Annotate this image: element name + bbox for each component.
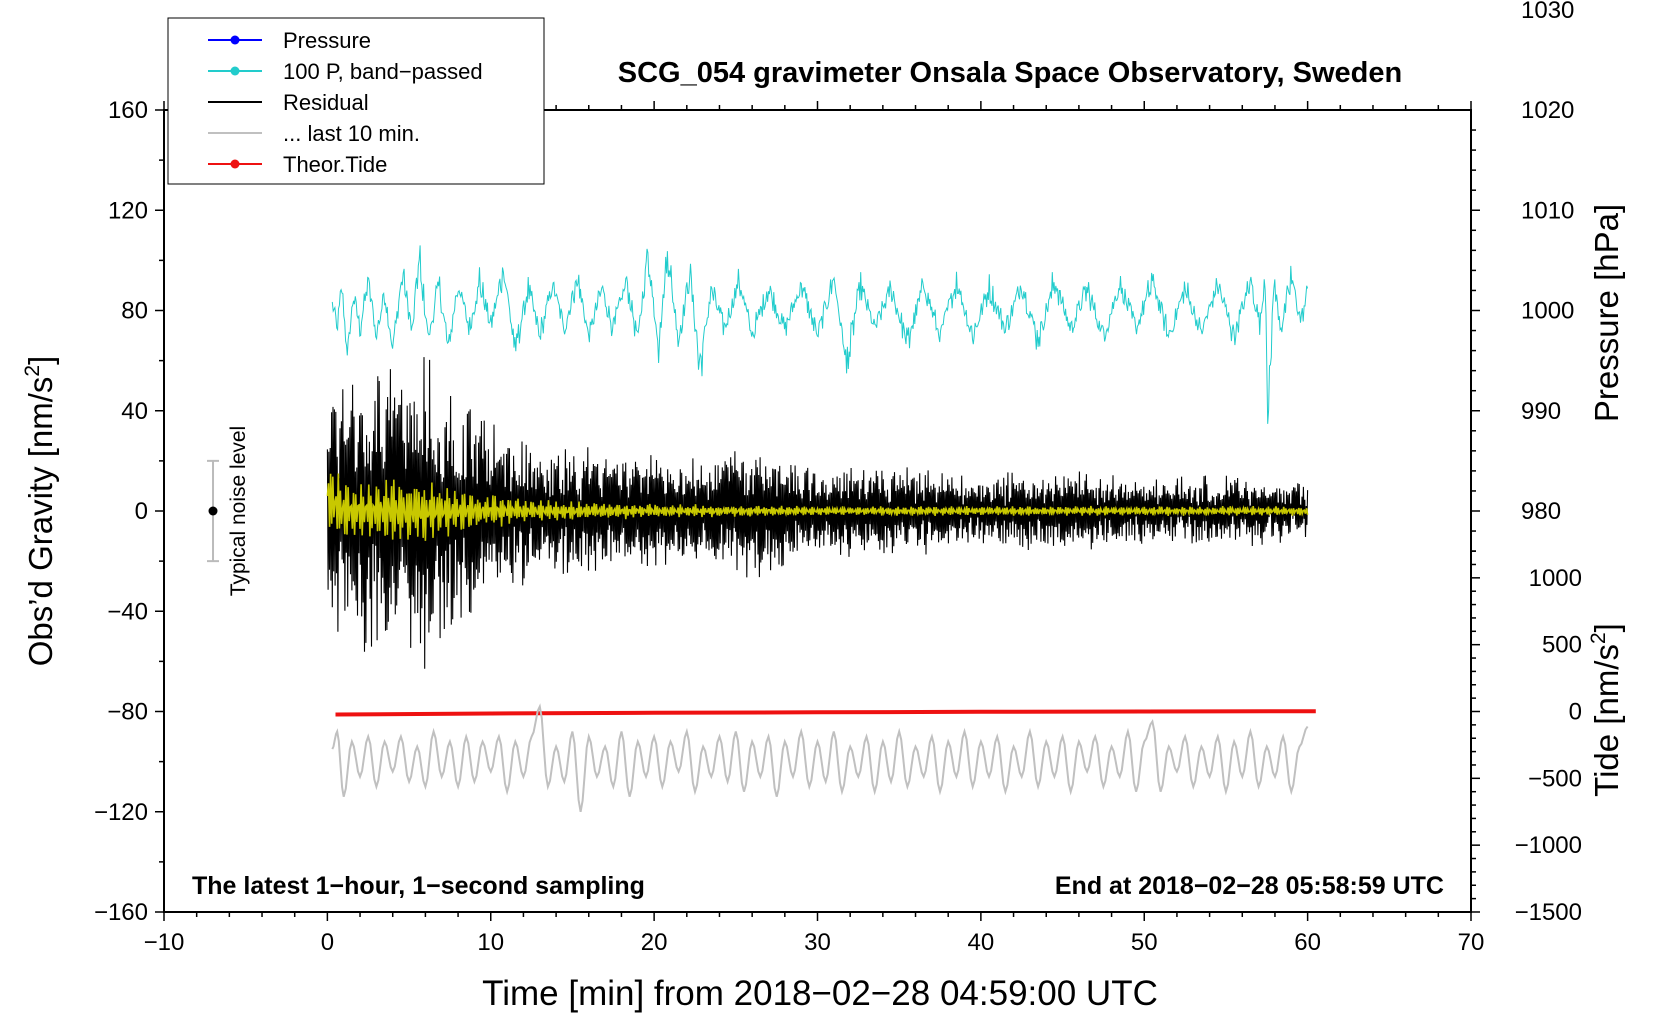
- y-axis-label-tide: Tide [nm/s2]: [1587, 623, 1625, 797]
- tide-tick-label: −500: [1528, 765, 1582, 792]
- legend-label: Residual: [283, 90, 369, 115]
- x-tick-label: 50: [1131, 929, 1158, 956]
- x-axis-label: Time [min] from 2018−02−28 04:59:00 UTC: [482, 974, 1158, 1013]
- y-axis-label-left: Obs’d Gravity [nm/s2]: [21, 356, 59, 667]
- x-tick-label: 70: [1458, 929, 1485, 956]
- x-tick-label: −10: [144, 929, 185, 956]
- y-tick-label: −160: [94, 899, 148, 926]
- annotation-end-time: End at 2018−02−28 05:58:59 UTC: [1055, 872, 1444, 900]
- y-tick-label: 40: [121, 398, 148, 425]
- annotation-sampling: The latest 1−hour, 1−second sampling: [192, 872, 645, 900]
- x-tick-label: 60: [1294, 929, 1321, 956]
- y-axis-label-left-sup: 2: [21, 365, 44, 377]
- axes-layer: −10 0 10 20 30 40 50 60 70−160−120−80−4004080120…: [94, 0, 1582, 956]
- pressure-tick-label: 990: [1521, 398, 1561, 425]
- pressure-tick-label: 1030: [1521, 0, 1574, 24]
- y-axis-label-left-main: Obs’d Gravity [nm/s: [22, 377, 59, 667]
- x-tick-label: 0: [321, 929, 334, 956]
- pressure-tick-label: 1020: [1521, 97, 1574, 124]
- tide-tick-label: 1000: [1529, 565, 1582, 592]
- noise-level-label: Typical noise level: [227, 426, 250, 596]
- series-last-10-min: [331, 703, 1309, 812]
- tide-tick-label: −1000: [1515, 832, 1582, 859]
- legend-swatch-marker: [230, 35, 240, 45]
- y-axis-label-left-end: ]: [22, 356, 59, 365]
- x-tick-label: 10: [477, 929, 504, 956]
- series-theor-tide: [335, 709, 1316, 717]
- legend-label: 100 P, band−passed: [283, 59, 483, 84]
- y-axis-label-tide-end: ]: [1588, 623, 1625, 632]
- y-tick-label: −120: [94, 799, 148, 826]
- legend-swatch-marker: [230, 66, 240, 76]
- data-series-layer: [207, 245, 1316, 812]
- legend-swatch-marker: [230, 159, 240, 169]
- y-tick-label: 80: [121, 298, 148, 325]
- y-tick-label: −80: [107, 699, 148, 726]
- y-axis-label-tide-sup: 2: [1587, 632, 1610, 644]
- series-residual: [326, 357, 1309, 669]
- y-tick-label: −40: [107, 598, 148, 625]
- x-tick-label: 20: [641, 929, 668, 956]
- chart-title: SCG_054 gravimeter Onsala Space Observat…: [618, 57, 1402, 89]
- x-tick-label: 40: [968, 929, 995, 956]
- pressure-tick-label: 980: [1521, 498, 1561, 525]
- tide-tick-label: −1500: [1515, 899, 1582, 926]
- tide-tick-label: 500: [1542, 632, 1582, 659]
- pressure-tick-label: 1000: [1521, 298, 1574, 325]
- y-axis-label-tide-main: Tide [nm/s: [1588, 644, 1625, 797]
- series-residual-smoothed: [326, 473, 1309, 541]
- y-tick-label: 120: [108, 197, 148, 224]
- legend: Pressure 100 P, band−passed Residual ... la…: [167, 17, 545, 185]
- y-tick-label: 160: [108, 97, 148, 124]
- y-axis-label-pressure: Pressure [hPa]: [1588, 204, 1625, 422]
- legend-label: Theor.Tide: [283, 152, 387, 177]
- noise-bar-dot: [208, 506, 218, 516]
- legend-label: Pressure: [283, 28, 371, 53]
- series-pressure-bandpassed: [331, 245, 1309, 424]
- legend-items: Pressure 100 P, band−passed Residual ... la…: [208, 28, 483, 177]
- tide-tick-label: 0: [1569, 699, 1582, 726]
- legend-label: ... last 10 min.: [283, 121, 420, 146]
- y-tick-label: 0: [135, 498, 148, 525]
- pressure-tick-label: 1010: [1521, 197, 1574, 224]
- x-tick-label: 30: [804, 929, 831, 956]
